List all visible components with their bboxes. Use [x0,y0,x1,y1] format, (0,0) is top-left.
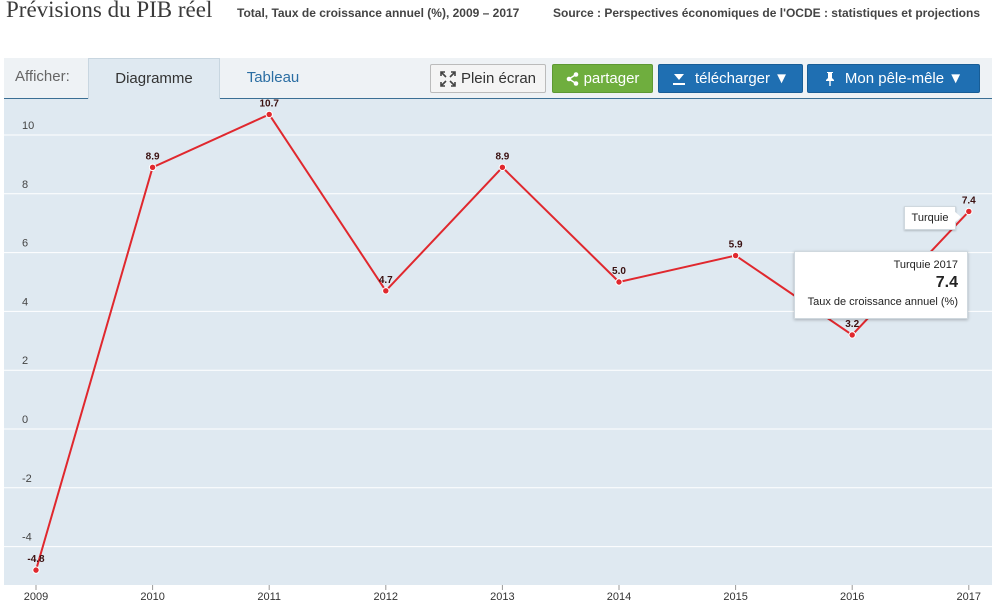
y-tick-label: 8 [22,179,28,191]
y-tick-label: 10 [22,120,34,132]
x-tick-label: 2009 [24,591,48,603]
tab-tableau[interactable]: Tableau [246,69,300,86]
share-label: partager [583,70,640,87]
data-point [382,287,390,295]
data-point [965,207,973,216]
data-point [32,566,40,574]
data-point [498,163,507,172]
share-icon [566,71,578,86]
data-label: 5.0 [612,266,626,277]
series-line [35,113,970,571]
y-tick-label: 0 [22,414,28,426]
x-axis: 2009 2010 2011 2012 2013 2014 2015 2016 2017 [24,585,981,603]
x-tick-label: 2010 [140,591,164,603]
data-point [148,163,157,172]
data-label: 10.7 [259,99,279,109]
x-tick-label: 2012 [374,591,398,603]
x-tick-label: 2014 [607,591,631,603]
x-tick-label: 2015 [723,591,747,603]
data-label: 4.7 [379,275,393,286]
chart-toolbar: Afficher: Diagramme Tableau Plein écran … [4,58,992,99]
download-icon [672,73,685,85]
tooltip-value: 7.4 [935,274,958,291]
tooltip-series-year: Turquie 2017 [893,259,958,271]
data-label: 5.9 [729,240,743,251]
pinboard-label: Mon pêle-mêle ▼ [844,70,964,87]
fullscreen-button[interactable]: Plein écran [430,64,546,93]
x-tick-label: 2011 [257,591,281,603]
y-tick-label: 6 [22,238,28,250]
data-label: 8.9 [146,151,160,162]
series-label-turquie: Turquie [904,206,956,230]
download-label: télécharger ▼ [694,70,790,87]
data-point [265,110,273,119]
data-tooltip: Turquie 2017 7.4 Taux de croissance annu… [794,251,968,319]
chart-subtitle: Total, Taux de croissance annuel (%), 20… [237,6,520,20]
series-label-pointer [954,211,961,223]
y-tick-label: -2 [22,473,32,485]
data-label: -4.8 [27,554,45,565]
pinboard-button[interactable]: Mon pêle-mêle ▼ [807,64,980,93]
y-tick-label: 2 [22,355,28,367]
data-label: 8.9 [495,151,509,162]
chart-source: Source : Perspectives économiques de l'O… [553,6,980,20]
data-label: 3.2 [845,319,859,330]
data-point [731,251,740,260]
pin-icon [825,72,834,86]
tooltip-indicator: Taux de croissance annuel (%) [807,296,958,308]
download-button[interactable]: télécharger ▼ [658,64,803,93]
x-tick-label: 2016 [840,591,864,603]
chart-plot-area: -4 -2 0 2 4 6 8 10 -4.8 8.9 10.7 4.7 8.9 5.0 5.9 3.2 7.4 [4,99,992,585]
chart-header: Prévisions du PIB réel Total, Taux de cr… [0,0,996,40]
data-point [848,331,856,339]
data-point [615,278,623,286]
y-tick-label: -4 [22,532,32,544]
expand-arrows-icon [440,70,456,87]
show-label: Afficher: [15,68,70,85]
line-chart: -4 -2 0 2 4 6 8 10 -4.8 8.9 10.7 4.7 8.9 5.0 5.9 3.2 7.4 [4,99,992,574]
data-label: 7.4 [962,195,976,206]
fullscreen-label: Plein écran [460,70,537,87]
tab-diagramme[interactable]: Diagramme [88,58,220,99]
chart-title: Prévisions du PIB réel [6,0,213,22]
x-tick-label: 2013 [490,591,514,603]
share-button[interactable]: partager [552,64,653,93]
x-tick-label: 2017 [957,591,981,603]
y-tick-label: 4 [22,296,28,308]
